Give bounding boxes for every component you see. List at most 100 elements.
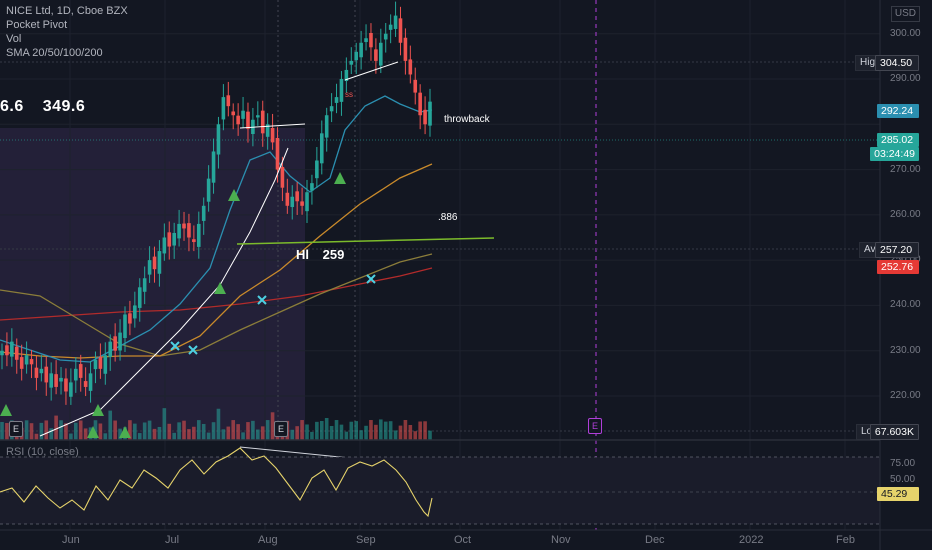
volume-bar — [319, 421, 324, 440]
legend-sma[interactable]: SMA 20/50/100/200 — [6, 47, 103, 59]
annotation-hl[interactable]: Hl 259 — [296, 247, 354, 262]
volume-bar — [344, 431, 349, 440]
candle-body — [374, 49, 378, 61]
time-label: Feb — [836, 534, 855, 546]
sma-value-tag: 292.24 — [877, 104, 919, 118]
candle-body — [44, 366, 49, 383]
volume-bar — [413, 431, 418, 440]
candle-body — [123, 314, 127, 339]
legend-volume[interactable]: Vol — [6, 33, 22, 45]
volume-bar — [241, 432, 245, 440]
cross-stroke — [257, 295, 267, 305]
volume-bar — [64, 423, 68, 440]
pocket-pivot-marker — [87, 426, 99, 438]
pocket-pivot-marker — [214, 282, 226, 294]
volume-bar — [54, 415, 58, 440]
rsi-tick-75: 75.00 — [890, 458, 916, 469]
volume-bar — [300, 420, 304, 440]
candle-body — [305, 192, 309, 212]
candle-body — [147, 260, 152, 275]
price-tick-label: 220.00 — [890, 390, 921, 401]
annotation-fib[interactable]: .886 — [438, 212, 458, 223]
channel-top-line — [239, 123, 306, 129]
price-tick-label: 230.00 — [890, 344, 921, 356]
volume-bar — [216, 408, 221, 440]
cross-stroke — [170, 341, 180, 351]
volume-bar — [236, 424, 240, 440]
earnings-icon[interactable]: E — [274, 421, 288, 437]
volume-bar — [133, 423, 137, 440]
pocket-pivot-marker — [228, 189, 240, 201]
future-earnings-icon[interactable]: E — [588, 418, 602, 434]
volume-bar — [211, 422, 216, 440]
candle-body — [315, 160, 319, 179]
candle-body — [19, 357, 24, 369]
volume-bar — [196, 420, 201, 440]
volume-bar — [78, 420, 83, 440]
candle-body — [142, 278, 147, 292]
candle-body — [5, 345, 9, 356]
time-label: Jun — [62, 534, 80, 546]
candle-body — [34, 367, 39, 378]
volume-bar — [5, 423, 9, 440]
candle-body — [270, 127, 275, 143]
annotation-throwback[interactable]: throwback — [444, 114, 490, 125]
volume-bar — [369, 420, 373, 440]
legend-rsi[interactable]: RSI (10, close) — [6, 446, 79, 458]
volume-bar — [324, 417, 329, 440]
candle-body — [206, 178, 211, 202]
candle-body — [10, 341, 14, 357]
volume-bar — [398, 425, 403, 440]
candle-body — [349, 60, 354, 65]
high-value-tag: 304.50 — [875, 55, 919, 71]
avg-value-tag: 257.20 — [875, 242, 919, 258]
candle-body — [54, 374, 58, 387]
annotation-ss: ss — [345, 90, 353, 99]
volume-bar — [374, 424, 378, 440]
candle-body — [128, 313, 132, 324]
volume-bar — [113, 420, 117, 440]
volume-bar — [334, 420, 339, 440]
volume-bar — [315, 421, 319, 440]
volume-bar — [172, 432, 176, 440]
cross-marker — [170, 341, 180, 351]
candle-body — [260, 110, 265, 134]
candle-body — [108, 341, 113, 357]
volume-bar — [137, 433, 142, 440]
currency-label[interactable]: USD — [890, 6, 920, 22]
earnings-icon[interactable]: E — [9, 421, 23, 437]
volume-bar — [305, 424, 309, 440]
candle-body — [69, 382, 73, 397]
candle-body — [49, 373, 53, 388]
rsi-value-tag: 45.29 — [877, 487, 919, 501]
volume-bar — [265, 420, 270, 440]
volume-bar — [167, 423, 172, 440]
candle-body — [29, 359, 34, 365]
legend-pocket-pivot[interactable]: Pocket Pivot — [6, 19, 68, 31]
volume-bar — [177, 422, 181, 440]
volume-bar — [310, 431, 314, 440]
candle-body — [256, 115, 260, 118]
annotation-hl-label: Hl — [296, 247, 309, 262]
candle-body — [162, 237, 167, 254]
pocket-pivot-marker — [92, 404, 104, 416]
candle-body — [280, 167, 285, 188]
cross-marker — [188, 345, 198, 355]
volume-bar — [290, 429, 295, 440]
channel-upper-line — [344, 61, 399, 81]
legend-symbol[interactable]: NICE Ltd, 1D, Cboe BZX — [6, 5, 128, 17]
volume-bar — [329, 425, 334, 440]
volume-bar — [295, 426, 299, 440]
volume-bar — [339, 424, 344, 440]
currency-text: USD — [894, 8, 916, 19]
volume-bar — [182, 420, 186, 440]
time-label: Sep — [356, 534, 376, 546]
volume-bar — [256, 429, 260, 440]
pocket-pivot-marker — [0, 404, 12, 416]
sma-200-line — [0, 267, 433, 321]
volume-bar — [0, 422, 4, 440]
candle-body — [103, 355, 108, 374]
volume-bar — [192, 426, 196, 440]
candle-body — [310, 183, 314, 191]
